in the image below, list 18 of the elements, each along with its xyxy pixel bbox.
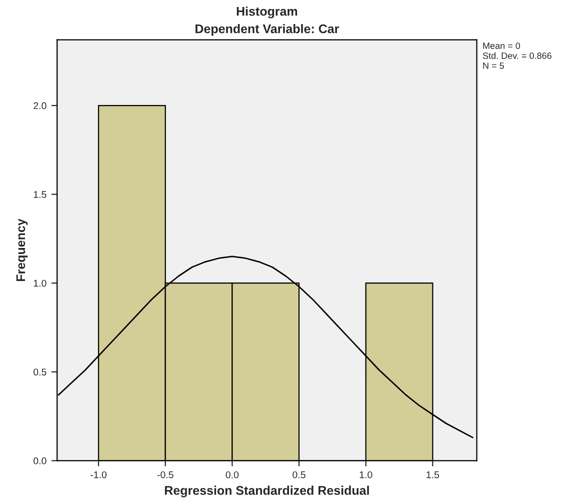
y-tick-label: 1.5 <box>34 191 46 198</box>
x-tick-label: -1.0 <box>90 471 107 478</box>
x-axis-title: Regression Standardized Residual <box>164 486 369 498</box>
y-tick-label: 2.0 <box>34 102 46 110</box>
x-tick-label: 1.0 <box>360 471 372 478</box>
y-tick-label: 0.5 <box>34 368 46 376</box>
x-tick-label: -0.5 <box>157 471 174 478</box>
y-tick-label: 1.0 <box>34 280 46 287</box>
y-axis-title: Frequency <box>16 218 28 282</box>
chart-title: Histogram <box>236 6 298 18</box>
text: Std. Dev. = 0.866 <box>482 52 552 59</box>
x-tick-label: 0.0 <box>226 471 239 478</box>
text: N = 5 <box>483 62 504 69</box>
chart-subtitle: Dependent Variable: Car <box>196 24 340 36</box>
text: Mean = 0 <box>483 42 520 49</box>
y-tick-label: 0.0 <box>34 457 46 464</box>
x-tick-label: 0.5 <box>292 471 306 478</box>
x-tick-label: 1.5 <box>426 471 440 478</box>
